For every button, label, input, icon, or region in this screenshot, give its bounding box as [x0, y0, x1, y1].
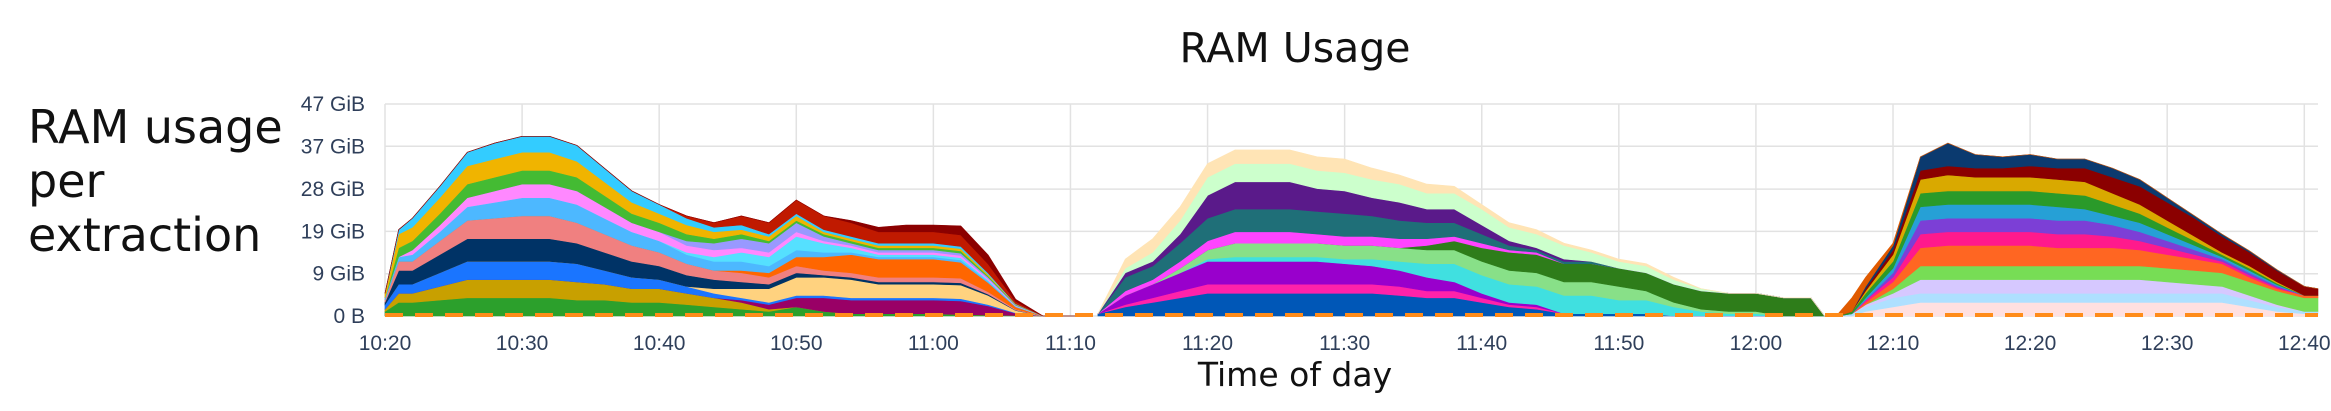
- x-tick-label: 10:20: [359, 332, 412, 355]
- x-tick-label: 11:50: [1593, 332, 1644, 355]
- x-tick-label: 10:40: [633, 332, 686, 355]
- y-tick-label: 28 GiB: [301, 178, 365, 201]
- x-tick-label: 11:40: [1456, 332, 1507, 355]
- y-tick-label: 47 GiB: [301, 93, 365, 116]
- x-axis-ticks: 10:20 10:30 10:40 10:50 11:00 11:10 11:20 11:30…: [359, 332, 2331, 355]
- x-tick-label: 12:10: [1867, 332, 1920, 355]
- x-tick-label: 11:30: [1319, 332, 1370, 355]
- chart-title: RAM Usage: [1179, 24, 1411, 72]
- x-tick-label: 12:30: [2141, 332, 2194, 355]
- panel-label: RAM usage per extraction: [28, 100, 283, 262]
- x-tick-label: 11:20: [1182, 332, 1233, 355]
- y-tick-label: 0 B: [333, 305, 365, 328]
- x-tick-label: 12:40: [2278, 332, 2331, 355]
- x-axis-title: Time of day: [1197, 355, 1393, 394]
- y-tick-label: 37 GiB: [301, 135, 365, 158]
- area-series-0-16: [384, 136, 1085, 317]
- x-tick-label: 11:00: [908, 332, 959, 355]
- area-series-1-10: [1097, 149, 1825, 317]
- x-tick-label: 12:20: [2004, 332, 2057, 355]
- x-tick-label: 11:10: [1045, 332, 1096, 355]
- y-tick-label: 19 GiB: [301, 220, 365, 243]
- y-axis-ticks: 0 B 9 GiB 19 GiB 28 GiB 37 GiB 47 GiB: [301, 93, 365, 328]
- x-tick-label: 12:00: [1730, 332, 1783, 355]
- stacked-areas: [384, 136, 2319, 317]
- y-tick-label: 9 GiB: [312, 263, 365, 286]
- x-tick-label: 10:50: [770, 332, 823, 355]
- x-tick-label: 10:30: [496, 332, 549, 355]
- area-series-2-12: [1837, 142, 2319, 317]
